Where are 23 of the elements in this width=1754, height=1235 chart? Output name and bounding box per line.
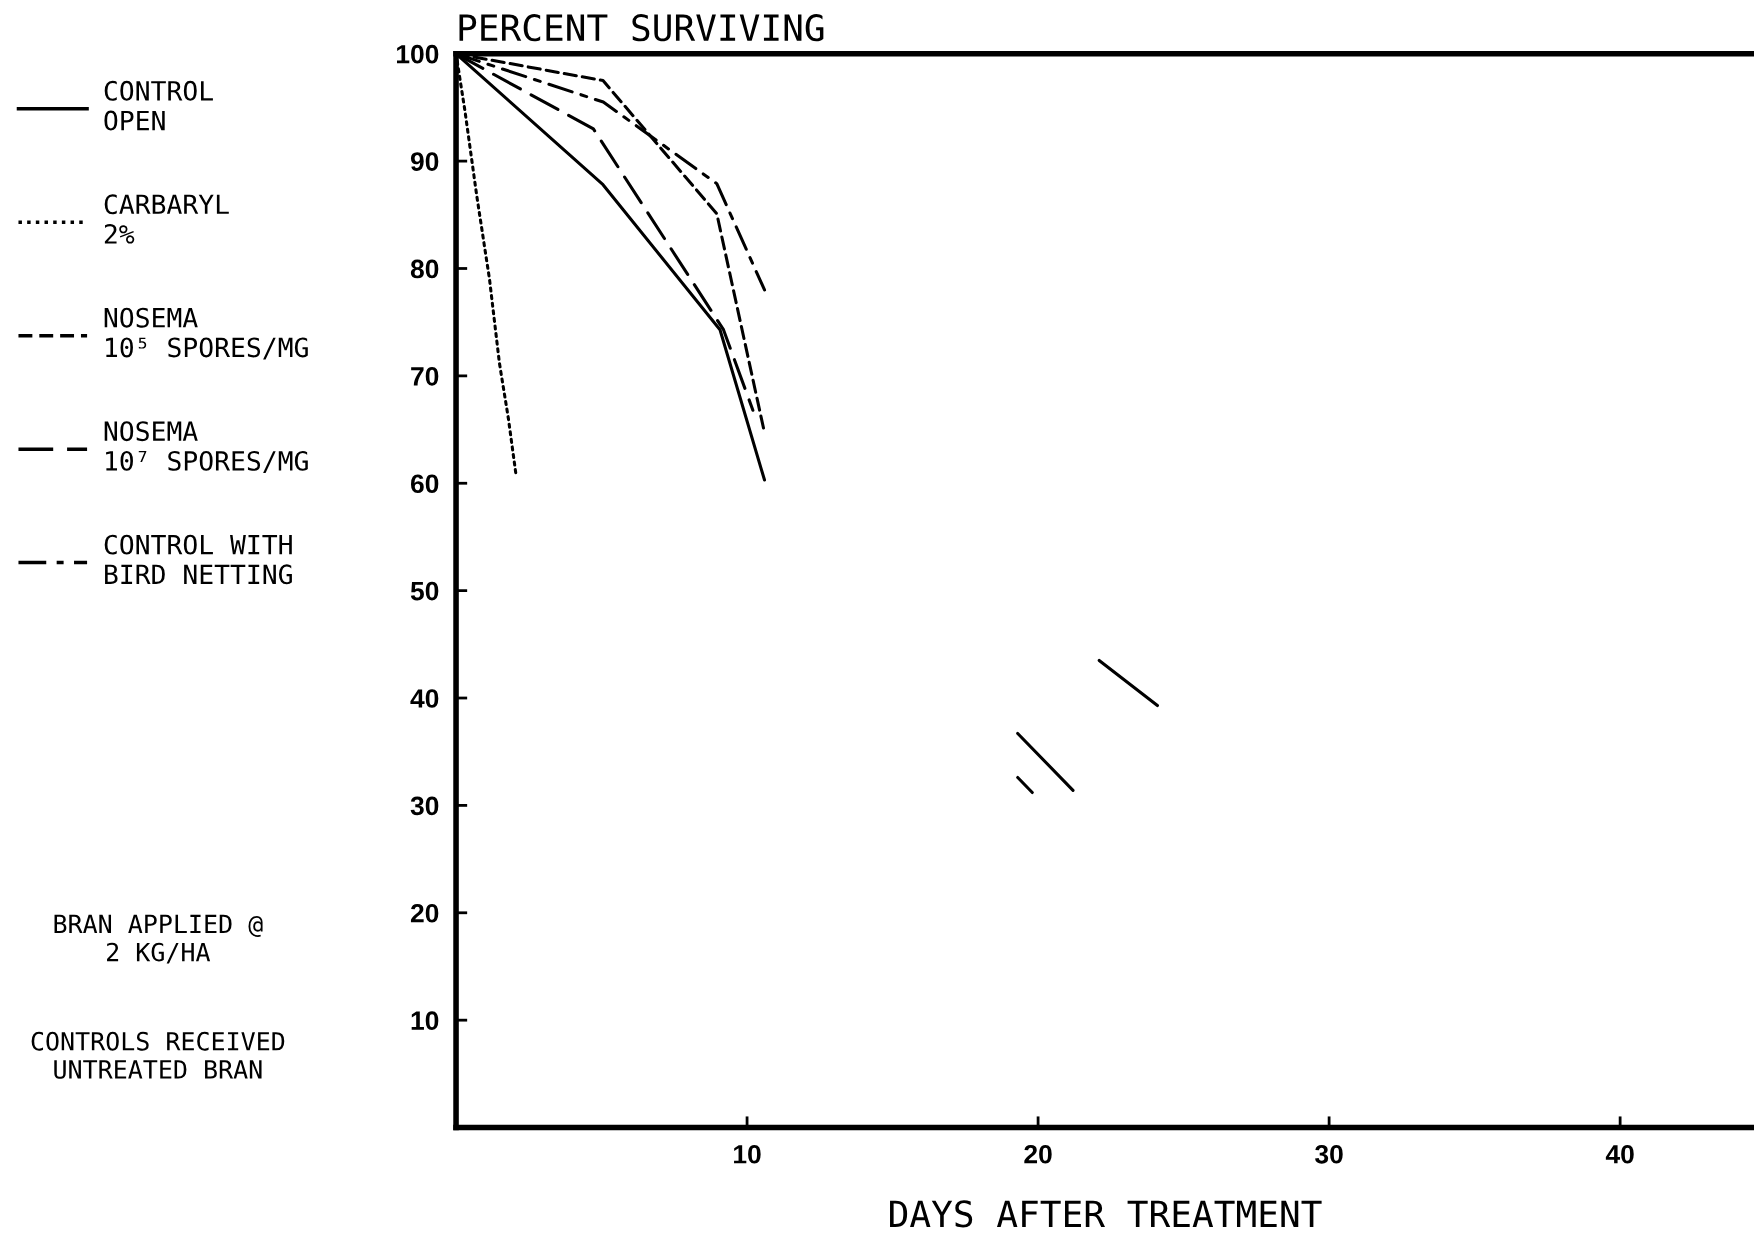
y-tick-label: 60 xyxy=(410,474,439,494)
y-axis-title: PERCENT SURVIVING xyxy=(459,14,824,42)
y-tick-label: 90 xyxy=(410,152,439,171)
x-tick-label: 10 xyxy=(734,1144,761,1164)
text: BRAN APPLIED @ 2 KG/HA xyxy=(54,914,263,964)
y-tick-label: 10 xyxy=(411,1011,439,1030)
x-tick-label: 30 xyxy=(1315,1144,1343,1164)
y-tick-label: 50 xyxy=(410,581,439,601)
y-tick-label: 80 xyxy=(410,259,439,279)
legend-label: CONTROL OPEN xyxy=(104,80,213,131)
x-axis-title: DAYS AFTER TREATMENT xyxy=(890,1200,1322,1228)
y-tick-label: 40 xyxy=(410,689,439,708)
legend-label: CARBARYL 2% xyxy=(104,194,229,244)
y-tick-label: 30 xyxy=(410,796,439,816)
y-tick-label: 70 xyxy=(411,367,439,386)
legend-label: NOSEMA 10⁷ SPORES/MG xyxy=(104,421,308,473)
text: CONTROLS RECEIVED UNTREATED BRAN xyxy=(31,1031,285,1079)
y-tick-label: 100 xyxy=(397,44,439,64)
legend-label: NOSEMA 10⁵ SPORES/MG xyxy=(104,307,308,360)
legend-label: CONTROL WITH BIRD NETTING xyxy=(104,534,292,585)
x-tick-label: 20 xyxy=(1024,1144,1052,1164)
x-tick-label: 40 xyxy=(1605,1144,1634,1164)
y-tick-label: 20 xyxy=(410,903,439,923)
